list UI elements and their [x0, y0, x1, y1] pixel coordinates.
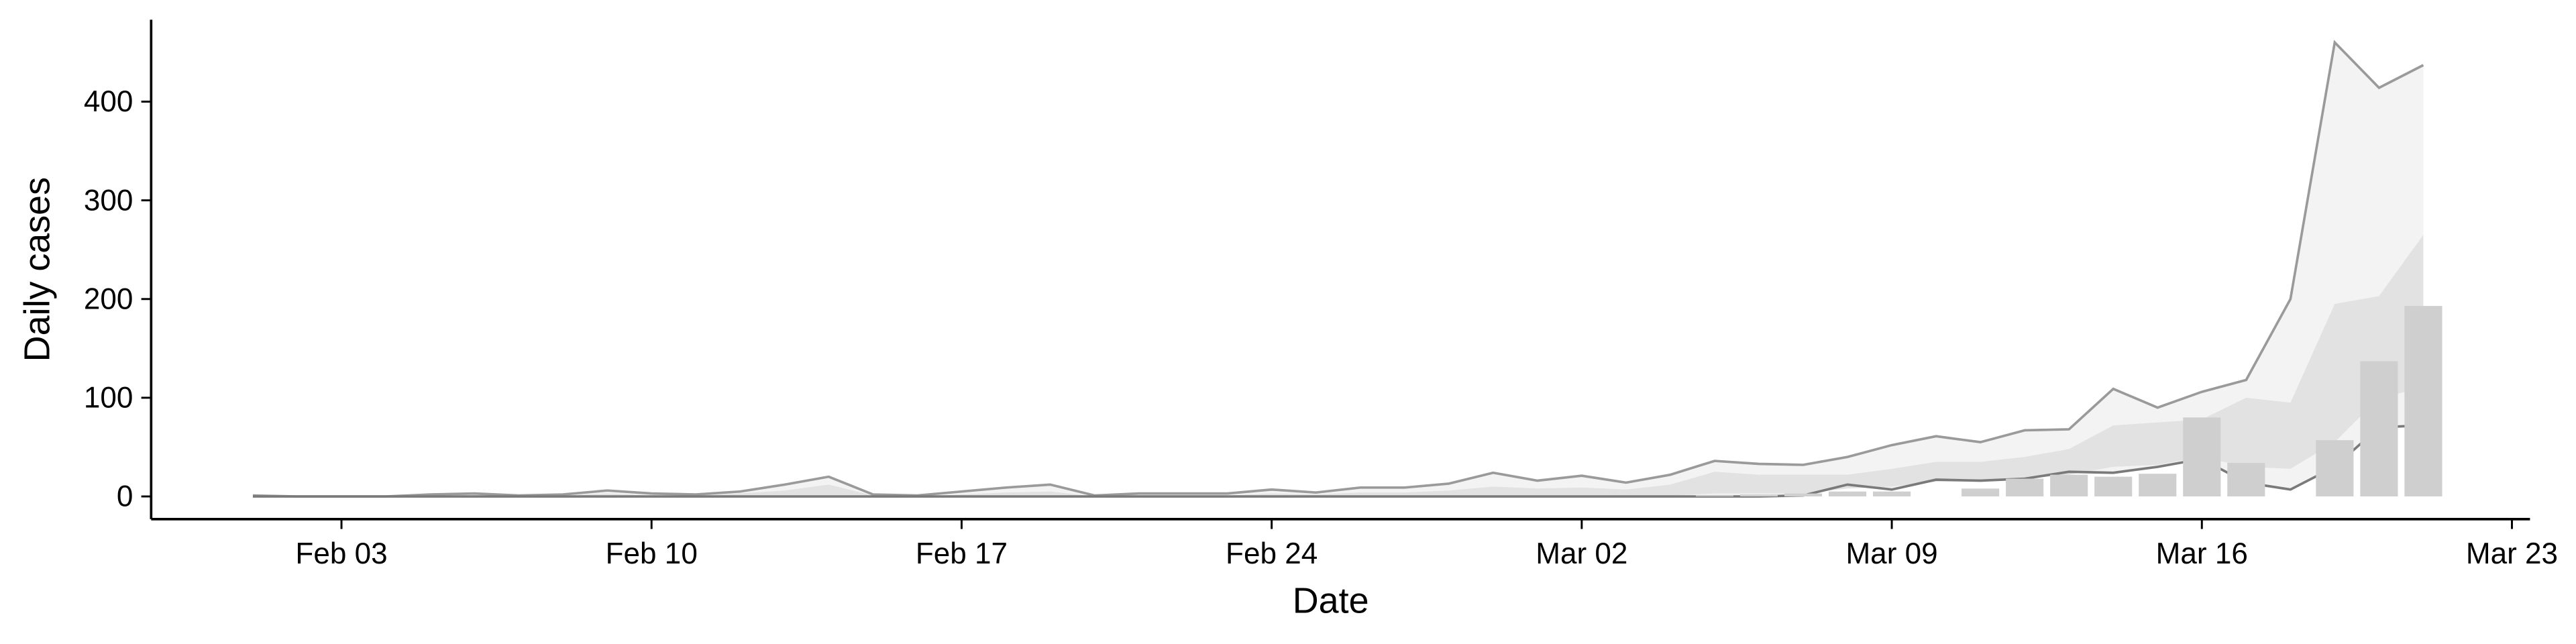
bands-layer [252, 42, 2424, 497]
bars-layer [1695, 306, 2443, 497]
band [252, 42, 2424, 497]
axes-layer: 0 100 200 300 400 Feb 03 Feb 10 Feb 17 Feb 24 Mar… [84, 85, 2558, 570]
line [252, 40, 2424, 498]
lines-layer [252, 40, 2424, 498]
x-tick-label: Feb 17 [916, 537, 1008, 570]
y-tick-label: 400 [84, 85, 133, 118]
line [252, 424, 2424, 498]
bar [1784, 493, 1823, 497]
bar [2006, 478, 2044, 497]
bar [2139, 474, 2177, 497]
x-axis-title: Date [1293, 580, 1369, 621]
x-tick-label: Mar 09 [1845, 537, 1937, 570]
bar [2316, 440, 2354, 497]
bar [1873, 491, 1911, 497]
x-tick-label: Feb 10 [606, 537, 698, 570]
x-tick-label: Feb 24 [1226, 537, 1318, 570]
y-tick-label: 100 [84, 382, 133, 415]
y-tick-label: 0 [117, 480, 133, 513]
y-tick-label: 200 [84, 282, 133, 315]
bar [2227, 463, 2265, 497]
bar [2404, 306, 2443, 497]
x-tick-label: Mar 02 [1536, 537, 1627, 570]
x-tick-label: Mar 16 [2156, 537, 2248, 570]
x-tick-label: Mar 23 [2466, 537, 2558, 570]
bar [1739, 494, 1778, 497]
y-tick-label: 300 [84, 184, 133, 217]
bar [1962, 488, 2000, 497]
bar [2360, 361, 2398, 497]
bar [2094, 476, 2133, 497]
bar [2183, 417, 2221, 497]
bar [1828, 491, 1867, 497]
x-tick-label: Feb 03 [295, 537, 387, 570]
y-axis-title: Daily cases [17, 177, 57, 362]
band [252, 235, 2424, 497]
bar [2050, 474, 2088, 497]
